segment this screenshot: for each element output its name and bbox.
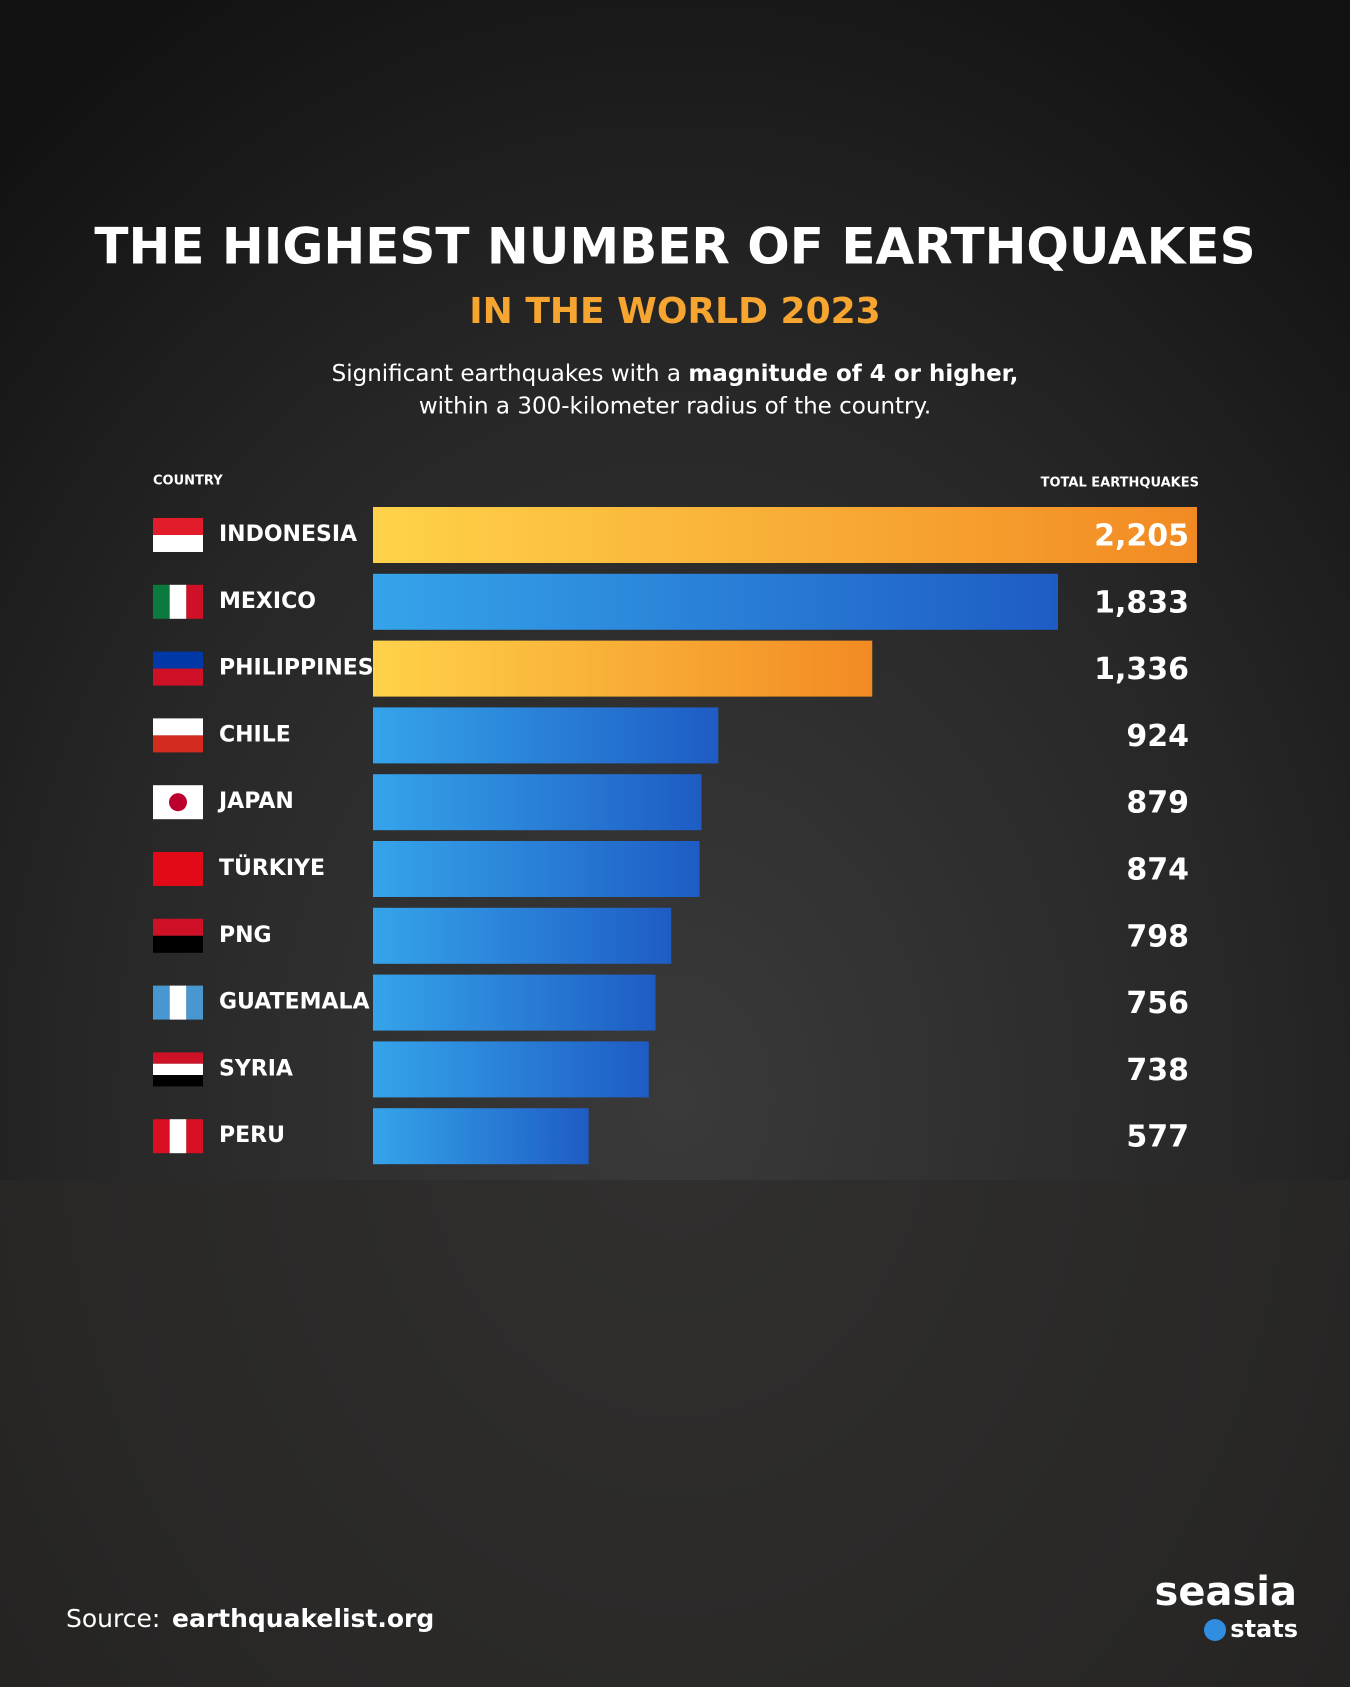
- flag: [153, 718, 203, 736]
- bar: [373, 573, 1058, 630]
- category-label: PNG: [219, 923, 272, 948]
- flag: [153, 1075, 203, 1087]
- flag: [153, 985, 170, 1020]
- value-label: 756: [1126, 986, 1189, 1021]
- column-header: TOTAL EARTHQUAKES: [1041, 476, 1199, 491]
- value-label: 874: [1126, 853, 1189, 888]
- category-label: INDONESIA: [219, 522, 357, 547]
- flag: [153, 735, 203, 753]
- brand: seasia: [1155, 1569, 1297, 1615]
- source-label: Source:: [66, 1604, 160, 1633]
- column-header: COUNTRY: [153, 474, 223, 489]
- flag: [186, 584, 203, 619]
- value-label: 1,833: [1094, 585, 1189, 620]
- category-label: SYRIA: [219, 1056, 293, 1081]
- category-label: MEXICO: [219, 589, 316, 614]
- description-text: Significant earthquakes with a: [332, 361, 689, 387]
- bar: [373, 907, 672, 964]
- value-label: 879: [1126, 786, 1189, 821]
- flag: [153, 1052, 203, 1064]
- bar: [373, 707, 719, 764]
- flag: [169, 793, 187, 812]
- chart-title: THE HIGHEST NUMBER OF EARTHQUAKES: [94, 218, 1255, 276]
- bar: [373, 974, 656, 1031]
- flag: [169, 1119, 187, 1154]
- flag: [153, 651, 203, 669]
- bar: [373, 1108, 589, 1165]
- bar: [373, 640, 873, 697]
- flag: [169, 985, 187, 1020]
- flag: [153, 518, 203, 535]
- value-label: 577: [1126, 1120, 1189, 1155]
- bar: [373, 841, 700, 897]
- flag: [153, 535, 203, 552]
- category-label: JAPAN: [217, 789, 294, 814]
- category-label: CHILE: [219, 722, 291, 747]
- brand-icon: [1204, 1619, 1226, 1641]
- description: Significant earthquakes with a magnitude…: [332, 361, 1019, 387]
- flag: [153, 1119, 170, 1154]
- flag: [153, 584, 170, 619]
- category-label: TÜRKIYE: [219, 855, 325, 881]
- flag: [153, 1063, 203, 1076]
- flag: [186, 985, 203, 1020]
- flag: [186, 1119, 203, 1154]
- flag: [169, 584, 187, 619]
- bar: [373, 1041, 649, 1098]
- flag: [153, 918, 203, 936]
- description: within a 300-kilometer radius of the cou…: [419, 394, 931, 420]
- ground: [0, 1180, 1350, 1687]
- category-label: PERU: [219, 1123, 285, 1148]
- value-label: 798: [1126, 919, 1189, 954]
- flag: [153, 852, 203, 886]
- category-label: GUATEMALA: [219, 990, 370, 1015]
- flag: [153, 935, 203, 953]
- bar: [373, 507, 1197, 563]
- flag: [153, 668, 203, 686]
- value-label: 1,336: [1094, 652, 1189, 687]
- value-label: 738: [1126, 1053, 1189, 1088]
- brand-sub: stats: [1230, 1615, 1298, 1643]
- category-label: PHILIPPINES: [219, 656, 374, 681]
- value-label: 2,205: [1094, 519, 1189, 554]
- chart-subtitle: IN THE WORLD 2023: [469, 291, 880, 332]
- bar: [373, 774, 702, 831]
- value-label: 924: [1126, 719, 1189, 754]
- source: earthquakelist.org: [172, 1604, 434, 1633]
- description-bold: magnitude of 4 or higher,: [688, 361, 1018, 387]
